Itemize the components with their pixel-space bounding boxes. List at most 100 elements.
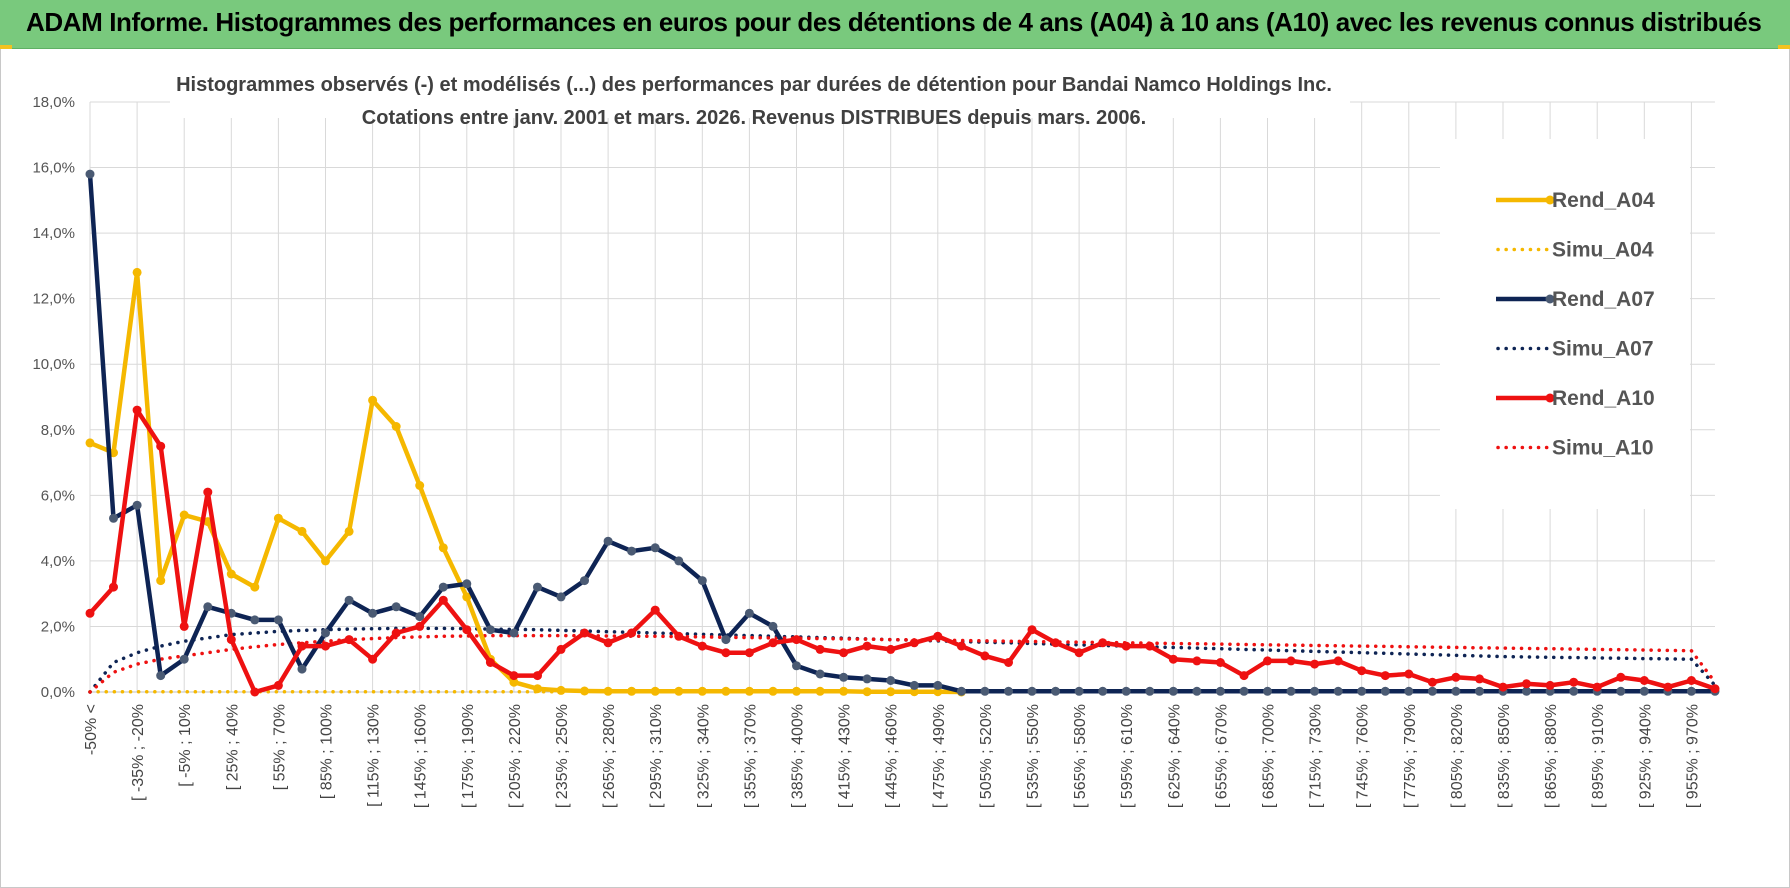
data-point [933, 680, 943, 690]
data-point [1098, 686, 1108, 696]
series-rend-a07 [85, 169, 1720, 696]
data-point [815, 669, 825, 679]
x-tick-label: [ 445% ; 460% [884, 704, 901, 808]
legend-item: Rend_A07 [1496, 288, 1655, 311]
x-tick-label: [ 85% ; 100% [319, 704, 336, 799]
data-point [933, 631, 943, 641]
data-point [1475, 674, 1484, 684]
data-point [273, 513, 283, 523]
data-point [815, 644, 825, 654]
data-point [250, 687, 260, 697]
x-tick-label: [ 865% ; 880% [1543, 704, 1560, 808]
data-point [627, 686, 637, 696]
chart-title-line1: Histogrammes observés (-) et modélisés (… [176, 74, 1332, 96]
legend-marker [1545, 393, 1555, 403]
data-point [132, 500, 142, 510]
data-point [1592, 682, 1602, 692]
x-tick-label: [ 955% ; 970% [1684, 704, 1701, 808]
data-point [909, 638, 919, 648]
data-point [839, 648, 849, 658]
x-tick-label: [ 55% ; 70% [271, 704, 288, 790]
data-point [1569, 686, 1579, 696]
data-point [179, 510, 189, 520]
data-point [415, 481, 425, 490]
data-point [1239, 686, 1249, 696]
x-tick-label: [ 895% ; 910% [1590, 704, 1607, 808]
data-point [226, 635, 236, 645]
data-point [744, 686, 754, 696]
data-point [321, 556, 330, 566]
data-point [1215, 686, 1225, 696]
data-point [438, 543, 448, 553]
data-point [1027, 686, 1037, 696]
data-point [368, 608, 378, 618]
data-point [1545, 680, 1555, 690]
data-point [132, 267, 142, 277]
data-point [650, 605, 660, 615]
data-point [933, 687, 943, 697]
y-tick-label: 14,0% [32, 225, 75, 242]
x-tick-label: [ 835% ; 850% [1496, 704, 1513, 808]
corner-accent-left [0, 45, 12, 49]
x-tick-label: [ 265% ; 280% [601, 704, 618, 808]
data-point [85, 438, 95, 448]
data-point [1145, 641, 1155, 651]
y-tick-label: 4,0% [41, 553, 75, 570]
data-point [226, 569, 236, 579]
data-point [580, 686, 589, 696]
data-point [1004, 686, 1013, 696]
legend-marker [1545, 195, 1555, 205]
data-point [980, 651, 990, 661]
data-point [485, 658, 495, 667]
data-point [368, 395, 378, 405]
data-point [1616, 672, 1626, 682]
data-point [1522, 679, 1531, 689]
data-point [391, 602, 401, 612]
legend-item: Rend_A10 [1496, 387, 1655, 410]
x-tick-label: [ 115% ; 130% [366, 704, 383, 807]
data-point [1192, 686, 1202, 696]
data-point [1451, 672, 1461, 682]
data-point [179, 654, 189, 664]
x-tick-label: [ 175% ; 190% [460, 704, 477, 808]
data-point [250, 615, 260, 625]
x-tick-label: [ -35% ; -20% [130, 704, 147, 801]
data-point [697, 641, 707, 651]
x-tick-label: [ 355% ; 370% [742, 704, 759, 808]
legend-label: Simu_A04 [1552, 239, 1654, 262]
x-tick-label: -50% < [83, 704, 100, 755]
data-point [462, 579, 472, 589]
data-point [1121, 686, 1131, 696]
corner-accent-right [1778, 45, 1790, 49]
data-point [203, 602, 213, 612]
data-point [862, 641, 872, 651]
chart-title-line2: Cotations entre janv. 2001 et mars. 2026… [362, 107, 1146, 129]
series-rend-a04 [85, 267, 966, 697]
data-point [1286, 686, 1296, 696]
data-point [1475, 686, 1484, 696]
data-point [156, 441, 166, 451]
data-point [792, 635, 801, 645]
data-point [603, 536, 613, 546]
data-point [603, 638, 613, 648]
data-point [1004, 658, 1013, 667]
x-tick-label: [ 145% ; 160% [413, 704, 430, 808]
data-point [1616, 686, 1626, 696]
x-tick-label: [ 415% ; 430% [837, 704, 854, 808]
data-point [1357, 666, 1367, 676]
data-point [1498, 682, 1508, 692]
data-point [344, 526, 354, 536]
data-point [438, 595, 448, 605]
data-point [415, 621, 425, 631]
page-title: ADAM Informe. Histogrammes des performan… [26, 7, 1762, 37]
data-point [1427, 686, 1437, 696]
data-point [697, 686, 707, 696]
x-tick-label: [ 925% ; 940% [1637, 704, 1654, 808]
data-point [132, 405, 142, 415]
x-tick-label: [ 565% ; 580% [1072, 704, 1089, 808]
y-tick-label: 10,0% [32, 356, 75, 373]
series-line [88, 407, 1716, 695]
legend-item: Simu_A10 [1496, 437, 1654, 460]
legend-label: Simu_A07 [1552, 338, 1654, 361]
data-point [1263, 656, 1272, 666]
